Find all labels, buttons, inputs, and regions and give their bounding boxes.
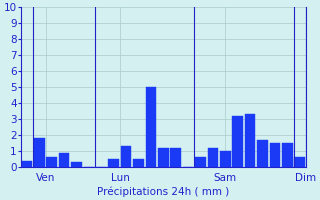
Bar xyxy=(158,148,169,167)
Bar xyxy=(121,146,132,167)
X-axis label: Précipitations 24h ( mm ): Précipitations 24h ( mm ) xyxy=(97,186,229,197)
Bar xyxy=(171,148,181,167)
Bar xyxy=(257,140,268,167)
Bar xyxy=(220,151,231,167)
Bar xyxy=(195,157,206,167)
Bar xyxy=(46,157,57,167)
Bar xyxy=(294,157,305,167)
Bar xyxy=(146,87,156,167)
Bar xyxy=(282,143,292,167)
Bar xyxy=(22,161,32,167)
Bar xyxy=(34,138,44,167)
Bar xyxy=(108,159,119,167)
Bar xyxy=(245,114,255,167)
Bar xyxy=(208,148,218,167)
Bar xyxy=(133,159,144,167)
Bar xyxy=(71,162,82,167)
Bar xyxy=(233,116,243,167)
Bar xyxy=(59,153,69,167)
Bar xyxy=(270,143,280,167)
